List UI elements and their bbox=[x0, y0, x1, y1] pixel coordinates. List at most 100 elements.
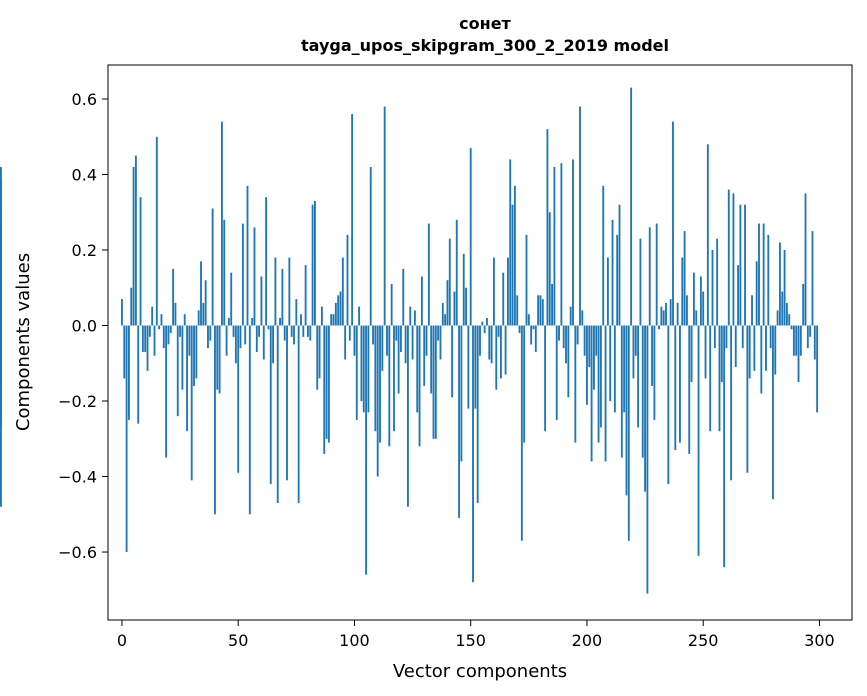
bar bbox=[148, 325, 151, 337]
bar bbox=[776, 310, 779, 326]
bar bbox=[351, 114, 354, 326]
bar bbox=[758, 223, 760, 326]
y-axis-ticks: −0.6 −0.4 −0.2 0.0 0.2 0.4 0.6 bbox=[58, 90, 108, 562]
bar bbox=[588, 325, 591, 368]
bar bbox=[123, 325, 126, 379]
bar bbox=[230, 272, 233, 326]
x-tick-label: 250 bbox=[688, 631, 719, 650]
bar bbox=[162, 325, 165, 349]
bar bbox=[427, 223, 430, 326]
bar bbox=[779, 242, 781, 326]
bar bbox=[441, 302, 444, 326]
x-tick-label: 200 bbox=[572, 631, 603, 650]
bar bbox=[646, 325, 649, 594]
x-tick-label: 150 bbox=[455, 631, 486, 650]
bar bbox=[676, 302, 679, 326]
bar bbox=[602, 185, 605, 326]
bar bbox=[562, 325, 565, 349]
bar bbox=[341, 257, 344, 326]
bar bbox=[430, 325, 433, 394]
bar bbox=[176, 325, 179, 417]
bar bbox=[648, 227, 651, 326]
bar bbox=[792, 325, 795, 356]
bar bbox=[781, 291, 784, 326]
bar bbox=[155, 136, 158, 326]
bar bbox=[355, 325, 358, 420]
bar bbox=[202, 302, 205, 326]
y-tick-label: −0.2 bbox=[58, 392, 97, 411]
bar bbox=[688, 325, 691, 454]
bar bbox=[744, 204, 746, 326]
bar bbox=[488, 325, 491, 360]
bar bbox=[251, 317, 254, 326]
bar bbox=[132, 166, 135, 326]
bar bbox=[576, 325, 579, 345]
bar bbox=[376, 325, 379, 477]
bar bbox=[497, 325, 500, 337]
bar bbox=[369, 166, 372, 326]
chart-subtitle: tayga_upos_skipgram_300_2_2019 model bbox=[301, 36, 669, 55]
bar bbox=[804, 193, 807, 326]
bar bbox=[606, 257, 609, 326]
bar bbox=[174, 302, 177, 326]
bar bbox=[627, 325, 630, 541]
bar bbox=[407, 325, 409, 507]
bar bbox=[539, 295, 542, 326]
bar bbox=[695, 310, 698, 326]
bar bbox=[186, 325, 188, 432]
bar bbox=[144, 325, 147, 352]
bar bbox=[520, 325, 523, 541]
bar bbox=[0, 325, 2, 330]
bar bbox=[672, 121, 674, 326]
bar bbox=[255, 325, 258, 352]
bar bbox=[416, 325, 419, 413]
bar bbox=[737, 265, 740, 326]
bar bbox=[651, 325, 653, 386]
bar bbox=[293, 325, 295, 345]
bar bbox=[346, 234, 349, 326]
bar bbox=[653, 325, 656, 420]
bar bbox=[802, 283, 805, 326]
bar bbox=[739, 204, 742, 326]
bar bbox=[337, 295, 340, 326]
bar bbox=[379, 325, 381, 443]
bar bbox=[790, 325, 793, 330]
bar bbox=[167, 325, 170, 345]
bar bbox=[360, 325, 363, 402]
bar bbox=[288, 257, 291, 326]
y-axis-label: Components values bbox=[13, 253, 34, 431]
bar bbox=[465, 287, 467, 326]
bar bbox=[209, 325, 212, 341]
bar bbox=[476, 325, 479, 503]
bar bbox=[532, 325, 535, 330]
bar bbox=[358, 306, 361, 326]
bar bbox=[432, 325, 435, 439]
bar bbox=[348, 325, 351, 341]
bar bbox=[269, 325, 272, 485]
bar bbox=[227, 317, 230, 326]
bar bbox=[495, 325, 498, 390]
y-tick-label: 0.0 bbox=[72, 317, 97, 336]
bar bbox=[630, 87, 633, 326]
bar bbox=[613, 325, 616, 413]
x-tick-label: 50 bbox=[228, 631, 248, 650]
bar bbox=[760, 325, 763, 394]
bar bbox=[258, 325, 261, 337]
bar bbox=[634, 325, 637, 356]
bar bbox=[372, 325, 374, 345]
bar bbox=[197, 310, 200, 326]
bar bbox=[453, 291, 456, 326]
y-tick-label: −0.4 bbox=[58, 468, 97, 487]
bar bbox=[813, 325, 816, 360]
bar bbox=[130, 287, 133, 326]
bar bbox=[783, 250, 786, 326]
bar bbox=[690, 325, 693, 383]
bar bbox=[662, 310, 665, 326]
bar bbox=[490, 325, 493, 364]
bar bbox=[709, 325, 712, 432]
bar bbox=[146, 325, 149, 371]
bar bbox=[565, 325, 567, 364]
bar bbox=[0, 178, 2, 326]
bar bbox=[274, 257, 277, 326]
